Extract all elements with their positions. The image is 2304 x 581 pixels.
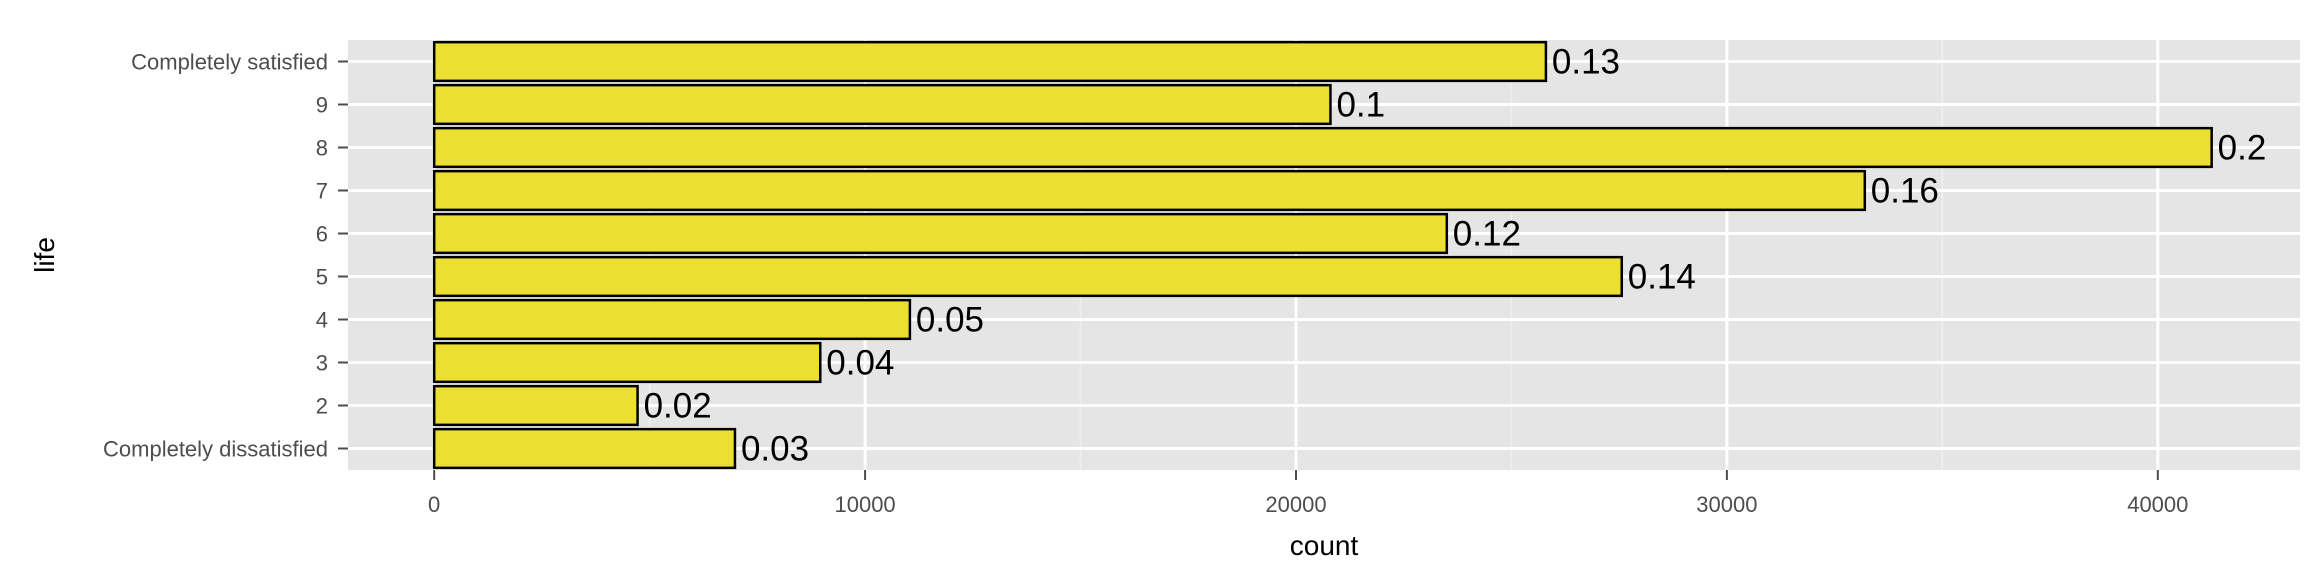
x-tick-label: 0 — [428, 492, 440, 517]
bar — [432, 384, 639, 427]
y-tick-label: 4 — [316, 308, 328, 333]
bar — [432, 126, 2213, 169]
data-label: 0.12 — [1453, 215, 1521, 254]
y-tick-label: 6 — [316, 222, 328, 247]
data-label: 0.16 — [1871, 172, 1939, 211]
x-tick-label: 10000 — [834, 492, 895, 517]
y-tick-label: Completely satisfied — [131, 50, 328, 75]
data-label: 0.04 — [826, 344, 894, 383]
x-tick-label: 40000 — [2127, 492, 2188, 517]
bar — [432, 427, 737, 470]
data-label: 0.05 — [916, 301, 984, 340]
y-tick-label: Completely dissatisfied — [103, 437, 328, 462]
x-axis-title: count — [1290, 530, 1359, 561]
y-tick-label: 7 — [316, 179, 328, 204]
x-axis: 0 10000 20000 30000 40000 — [428, 470, 2188, 517]
data-label: 0.1 — [1336, 86, 1385, 125]
y-axis-title: life — [29, 237, 60, 273]
bar — [432, 298, 912, 341]
bar — [432, 212, 1449, 255]
data-label: 0.03 — [741, 430, 809, 469]
data-labels: 0.03 0.02 0.04 0.05 0.14 0.12 0.16 0.2 0.1 0.13 — [644, 43, 2267, 469]
bar — [432, 83, 1332, 126]
data-label: 0.13 — [1552, 43, 1620, 82]
y-tick-label: 8 — [316, 136, 328, 161]
x-tick-label: 30000 — [1696, 492, 1757, 517]
y-tick-label: 9 — [316, 93, 328, 118]
x-tick-label: 20000 — [1265, 492, 1326, 517]
y-axis: Completely dissatisfied 2 3 4 5 6 7 8 9 Completel… — [103, 50, 348, 462]
bars — [432, 40, 2213, 470]
y-tick-label: 5 — [316, 265, 328, 290]
y-tick-label: 3 — [316, 351, 328, 376]
bar — [432, 169, 1867, 212]
bar — [432, 341, 822, 384]
data-label: 0.14 — [1628, 258, 1696, 297]
data-label: 0.02 — [644, 387, 712, 426]
data-label: 0.2 — [2218, 129, 2267, 168]
bar — [432, 255, 1624, 298]
y-tick-label: 2 — [316, 394, 328, 419]
bar — [432, 40, 1548, 83]
